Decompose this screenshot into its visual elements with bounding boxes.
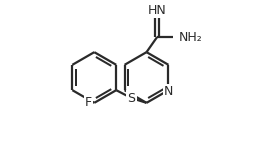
Text: S: S xyxy=(127,92,135,104)
Text: N: N xyxy=(164,85,173,98)
Text: HN: HN xyxy=(148,4,167,18)
Text: NH₂: NH₂ xyxy=(178,31,202,44)
Text: F: F xyxy=(85,96,92,109)
